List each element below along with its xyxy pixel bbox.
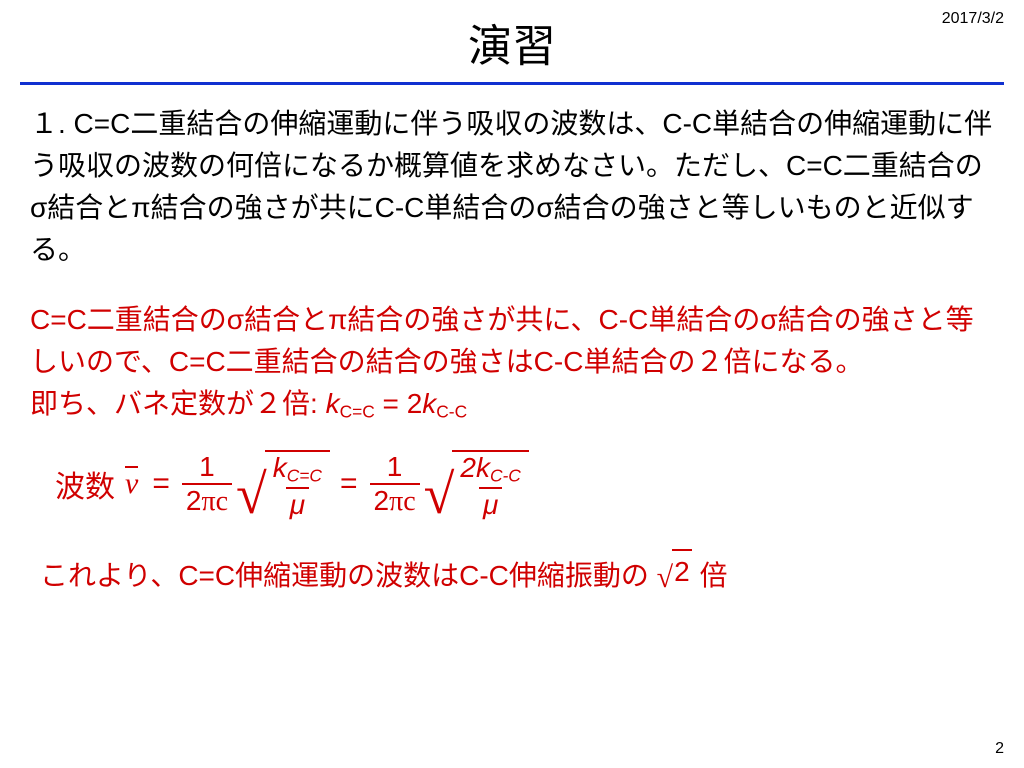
answer-paragraph-2: 即ち、バネ定数が２倍: kC=C = 2kC-C — [30, 383, 994, 425]
root-2: √2 — [657, 549, 692, 593]
k-rhs-var: k — [422, 388, 436, 419]
slide: 2017/3/2 2 演習 １. C=C二重結合の伸縮運動に伴う吸収の波数は、C… — [0, 0, 1024, 768]
question-text: １. C=C二重結合の伸縮運動に伴う吸収の波数は、C-C単結合の伸縮運動に伴う吸… — [30, 103, 994, 271]
k-lhs-sub: C=C — [340, 401, 375, 421]
conclusion-suffix: 倍 — [692, 560, 728, 591]
equals-1: = — [152, 467, 170, 501]
radical-2: √ 2kC-C μ — [424, 450, 529, 519]
root-2-val: 2 — [672, 549, 692, 593]
slide-title: 演習 — [0, 0, 1024, 74]
surd-icon: √ — [657, 563, 673, 593]
rad2-den: μ — [479, 487, 502, 519]
rad2-frac: 2kC-C μ — [456, 454, 524, 519]
rad1-den: μ — [286, 487, 309, 519]
coef-num-1: 1 — [195, 453, 219, 483]
rad1-frac: kC=C μ — [269, 454, 326, 519]
coef-den-two-2: 2 — [374, 485, 390, 516]
radical-1: √ kC=C μ — [236, 450, 330, 519]
formula-row: 波数 ν = 1 2πc √ kC=C μ = — [55, 450, 994, 519]
rad1-num: kC=C — [269, 454, 326, 487]
formula-label: 波数 — [55, 462, 115, 506]
equals-2: = — [340, 467, 358, 501]
k-lhs-var: k — [326, 388, 340, 419]
surd-icon: √ — [236, 467, 267, 523]
answer-block: C=C二重結合のσ結合とπ結合の強さが共に、C-C単結合のσ結合の強さと等しいの… — [30, 299, 994, 425]
conclusion: これより、C=C伸縮運動の波数はC-C伸縮振動の √2 倍 — [40, 549, 994, 597]
rad2-two: 2 — [460, 452, 476, 483]
rad2-sub: C-C — [490, 465, 521, 485]
rad1-k: k — [273, 452, 287, 483]
k-eq: = 2 — [375, 388, 422, 419]
k-rhs-sub: C-C — [436, 401, 467, 421]
slide-date: 2017/3/2 — [942, 10, 1004, 28]
coef-den-pi-2: π — [389, 486, 403, 517]
rad2-num: 2kC-C — [456, 454, 524, 487]
slide-body: １. C=C二重結合の伸縮運動に伴う吸収の波数は、C-C単結合の伸縮運動に伴う吸… — [0, 103, 1024, 597]
term-2: 1 2πc √ 2kC-C μ — [368, 450, 529, 519]
coef-den-pi-1: π — [201, 486, 215, 517]
conclusion-prefix: これより、C=C伸縮運動の波数はC-C伸縮振動の — [40, 560, 657, 591]
radicand-1: kC=C μ — [265, 450, 330, 519]
answer-paragraph-1: C=C二重結合のσ結合とπ結合の強さが共に、C-C単結合のσ結合の強さと等しいの… — [30, 299, 994, 383]
coef-den-two-1: 2 — [186, 485, 202, 516]
coef-frac-1: 1 2πc — [182, 453, 232, 516]
radicand-2: 2kC-C μ — [452, 450, 528, 519]
title-underline — [20, 82, 1004, 85]
rad1-sub: C=C — [287, 465, 322, 485]
rad2-k: k — [476, 452, 490, 483]
nu-bar: ν — [125, 467, 138, 501]
slide-page-number: 2 — [995, 740, 1004, 758]
coef-num-2: 1 — [383, 453, 407, 483]
coef-den-c-1: c — [216, 486, 228, 517]
coef-den-2: 2πc — [370, 483, 420, 516]
coef-frac-2: 1 2πc — [370, 453, 420, 516]
answer-prefix: 即ち、バネ定数が２倍: — [30, 388, 326, 419]
coef-den-1: 2πc — [182, 483, 232, 516]
term-1: 1 2πc √ kC=C μ — [180, 450, 330, 519]
surd-icon: √ — [424, 467, 455, 523]
coef-den-c-2: c — [403, 486, 415, 517]
